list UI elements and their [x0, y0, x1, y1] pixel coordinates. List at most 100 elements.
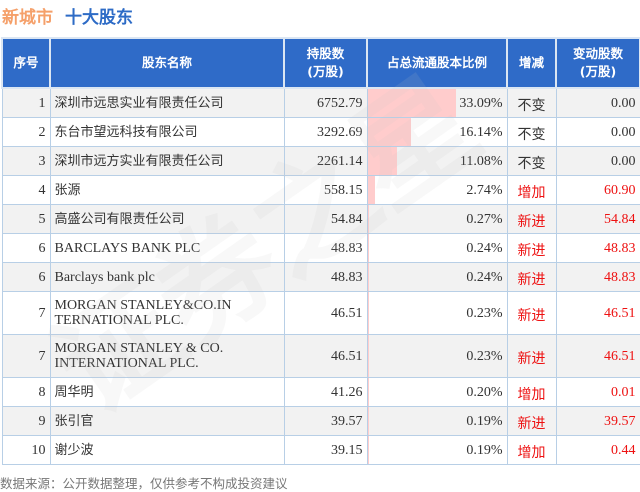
shares-cell: 41.26: [283, 377, 368, 407]
change-cell: 新进: [506, 233, 557, 263]
table-row: 4 张源 558.15 2.74% 增加 60.90: [1, 175, 640, 205]
delta-cell: 0.00: [555, 117, 640, 147]
shareholder-name: 张引官: [54, 413, 94, 429]
name-cell: 东台市望远科技有限公司: [49, 117, 285, 147]
change-cell: 不变: [506, 117, 557, 147]
header-name: 股东名称: [49, 37, 285, 89]
change-label: 新进: [517, 271, 546, 288]
delta-cell: 0.00: [555, 87, 640, 118]
ratio-cell: 0.19%: [366, 406, 508, 436]
shareholder-name-line1: MORGAN STANLEY & CO.: [54, 341, 224, 356]
ratio-bar: [367, 263, 369, 291]
change-cell: 增加: [506, 435, 557, 465]
name-cell: Barclays bank plc: [49, 262, 285, 292]
shareholder-name: 高盛公司有限责任公司: [54, 211, 185, 227]
shares-cell: 558.15: [283, 175, 368, 205]
name-cell: 深圳市远方实业有限责任公司: [49, 146, 285, 176]
rank-cell: 7: [1, 334, 51, 378]
ratio-value: 0.23%: [466, 305, 503, 321]
rank-cell: 1: [1, 87, 51, 118]
shareholder-name: 周华明: [54, 384, 94, 400]
rank-cell: 8: [1, 377, 51, 407]
change-cell: 增加: [506, 175, 557, 205]
ratio-value: 33.09%: [459, 95, 503, 111]
ratio-value: 0.19%: [466, 442, 503, 458]
ratio-bar: [367, 407, 369, 435]
delta-cell: 60.90: [555, 175, 640, 205]
header-change: 增减: [506, 37, 557, 89]
ratio-value: 0.27%: [466, 211, 503, 227]
delta-cell: 48.83: [555, 262, 640, 292]
table-row: 3 深圳市远方实业有限责任公司 2261.14 11.08% 不变 0.00: [1, 146, 640, 176]
rank-cell: 10: [1, 435, 51, 465]
table-row: 2 东台市望远科技有限公司 3292.69 16.14% 不变 0.00: [1, 117, 640, 147]
ratio-value: 0.19%: [466, 413, 503, 429]
ratio-cell: 11.08%: [366, 146, 508, 176]
shareholder-name-line2: INTERNATIONAL PLC.: [54, 356, 199, 371]
shareholder-name: 张源: [54, 182, 81, 198]
ratio-value: 0.23%: [466, 348, 503, 364]
header-delta-line1: 变动股数: [572, 46, 623, 61]
shareholder-name: 谢少波: [54, 442, 94, 458]
stock-name: 新城市: [2, 7, 53, 28]
shares-cell: 39.15: [283, 435, 368, 465]
ratio-value: 16.14%: [459, 124, 503, 140]
change-label: 新进: [517, 242, 546, 259]
delta-cell: 0.01: [555, 377, 640, 407]
delta-cell: 0.00: [555, 146, 640, 176]
header-delta: 变动股数 (万股): [555, 37, 640, 89]
rank-cell: 6: [1, 233, 51, 263]
name-cell: 张引官: [49, 406, 285, 436]
rank-cell: 9: [1, 406, 51, 436]
ratio-value: 0.24%: [466, 240, 503, 256]
name-cell: 周华明: [49, 377, 285, 407]
rank-cell: 5: [1, 204, 51, 234]
ratio-cell: 0.20%: [366, 377, 508, 407]
change-label: 新进: [517, 213, 546, 230]
rank-cell: 6: [1, 262, 51, 292]
rank-cell: 4: [1, 175, 51, 205]
ratio-cell: 0.27%: [366, 204, 508, 234]
delta-cell: 46.51: [555, 334, 640, 378]
change-label: 新进: [517, 350, 546, 367]
change-label: 增加: [517, 444, 546, 461]
ratio-value: 0.24%: [466, 269, 503, 285]
shareholder-name: 深圳市远思实业有限责任公司: [54, 95, 224, 111]
table-row: 8 周华明 41.26 0.20% 增加 0.01: [1, 377, 640, 407]
table-row: 10 谢少波 39.15 0.19% 增加 0.44: [1, 435, 640, 465]
top-ten-shareholders-table: 序号 股东名称 持股数 (万股) 占总流通股本比例 增减 变动股数 (万股) 1…: [1, 37, 640, 465]
name-cell: 张源: [49, 175, 285, 205]
shareholder-name-line2: TERNATIONAL PLC.: [54, 313, 184, 328]
header-shares-line1: 持股数: [306, 46, 345, 61]
ratio-value: 0.20%: [466, 384, 503, 400]
ratio-cell: 33.09%: [366, 87, 508, 118]
shares-cell: 6752.79: [283, 87, 368, 118]
rank-cell: 2: [1, 117, 51, 147]
change-label: 新进: [517, 307, 546, 324]
ratio-bar: [367, 436, 369, 464]
change-label: 增加: [517, 184, 546, 201]
name-cell: 谢少波: [49, 435, 285, 465]
change-cell: 增加: [506, 377, 557, 407]
name-cell: BARCLAYS BANK PLC: [49, 233, 285, 263]
ratio-bar: [367, 118, 411, 146]
header-ratio: 占总流通股本比例: [366, 37, 508, 89]
ratio-bar: [367, 147, 397, 175]
name-cell: MORGAN STANLEY & CO. INTERNATIONAL PLC.: [49, 334, 285, 378]
ratio-cell: 16.14%: [366, 117, 508, 147]
header-shares-line2: (万股): [307, 64, 344, 79]
shares-cell: 48.83: [283, 262, 368, 292]
shares-cell: 46.51: [283, 334, 368, 378]
change-label: 不变: [517, 155, 546, 172]
delta-cell: 39.57: [555, 406, 640, 436]
header-shares: 持股数 (万股): [283, 37, 368, 89]
shares-cell: 39.57: [283, 406, 368, 436]
table-body: 1 深圳市远思实业有限责任公司 6752.79 33.09% 不变 0.00 2 东台市望远科…: [1, 87, 640, 465]
ratio-cell: 0.19%: [366, 435, 508, 465]
rank-cell: 3: [1, 146, 51, 176]
shares-cell: 48.83: [283, 233, 368, 263]
change-label: 新进: [517, 415, 546, 432]
ratio-bar: [367, 378, 369, 406]
ratio-cell: 0.23%: [366, 334, 508, 378]
change-label: 增加: [517, 386, 546, 403]
